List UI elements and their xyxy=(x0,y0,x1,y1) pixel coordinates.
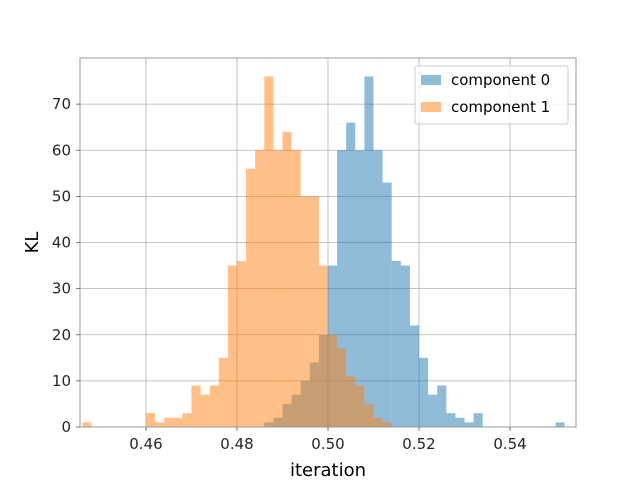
bar-component-1 xyxy=(373,417,383,427)
bar-component-0 xyxy=(391,260,401,427)
x-tick-label: 0.52 xyxy=(402,435,435,453)
bar-component-0 xyxy=(382,182,392,427)
y-axis-label: KL xyxy=(22,232,43,254)
bar-component-0 xyxy=(419,357,429,427)
bar-component-0 xyxy=(473,413,483,427)
bar-component-1 xyxy=(300,196,310,427)
legend-swatch-component-0 xyxy=(421,75,441,85)
y-axis-ticks: 0 10 20 30 40 50 60 70 xyxy=(52,95,80,436)
bar-component-1 xyxy=(182,413,192,427)
bar-component-1 xyxy=(255,150,265,427)
bar-component-0 xyxy=(409,325,420,427)
bar-component-1 xyxy=(246,168,256,427)
bar-component-1 xyxy=(318,265,328,427)
x-tick-label: 0.54 xyxy=(493,435,526,453)
y-tick-label: 40 xyxy=(52,234,71,252)
legend-label-component-1: component 1 xyxy=(451,98,550,116)
bar-component-0 xyxy=(464,422,474,427)
bar-component-1 xyxy=(191,385,201,427)
legend-swatch-component-1 xyxy=(421,102,441,112)
bar-component-1 xyxy=(82,422,92,427)
bar-component-1 xyxy=(264,76,274,427)
y-tick-label: 60 xyxy=(52,141,71,159)
bar-component-1 xyxy=(364,403,374,427)
legend-label-component-0: component 0 xyxy=(451,71,550,89)
bar-component-0 xyxy=(437,385,447,427)
bar-component-1 xyxy=(346,376,356,427)
bar-component-1 xyxy=(337,348,347,427)
x-tick-label: 0.50 xyxy=(311,435,344,453)
x-tick-label: 0.48 xyxy=(220,435,253,453)
y-tick-label: 20 xyxy=(52,326,71,344)
bar-component-1 xyxy=(273,150,283,427)
bar-component-0 xyxy=(373,150,383,427)
histogram-bars xyxy=(82,76,565,428)
bar-component-1 xyxy=(291,150,301,427)
bar-component-1 xyxy=(218,357,228,427)
bar-component-1 xyxy=(164,417,174,427)
bar-component-1 xyxy=(282,131,292,428)
bar-component-1 xyxy=(227,265,237,427)
x-tick-label: 0.46 xyxy=(129,435,162,453)
bar-component-0 xyxy=(428,394,438,427)
x-axis-label: iteration xyxy=(290,460,366,480)
bar-component-1 xyxy=(355,385,365,427)
x-axis-ticks: 0.46 0.48 0.50 0.52 0.54 xyxy=(129,427,527,453)
bar-component-1 xyxy=(328,334,338,427)
bar-component-0 xyxy=(337,150,347,427)
bar-component-0 xyxy=(355,150,365,427)
bar-component-0 xyxy=(455,417,465,427)
bar-component-1 xyxy=(155,422,165,427)
bar-component-0 xyxy=(364,76,374,427)
bar-component-1 xyxy=(209,385,219,427)
bar-component-0 xyxy=(446,413,456,427)
y-tick-label: 0 xyxy=(61,418,71,436)
bar-component-0 xyxy=(346,122,356,427)
y-tick-label: 10 xyxy=(52,372,71,390)
bar-component-0 xyxy=(400,265,410,427)
legend-box xyxy=(414,65,569,125)
y-tick-label: 30 xyxy=(52,280,71,298)
y-tick-label: 50 xyxy=(52,187,71,205)
bar-component-1 xyxy=(309,196,319,427)
bar-component-1 xyxy=(173,417,183,427)
bar-component-1 xyxy=(236,260,247,427)
bar-component-0 xyxy=(555,422,565,427)
legend: component 0 component 1 xyxy=(414,65,569,125)
bar-component-1 xyxy=(200,394,210,427)
bar-component-1 xyxy=(145,413,156,427)
y-tick-label: 70 xyxy=(52,95,71,113)
bar-component-1 xyxy=(382,422,392,427)
